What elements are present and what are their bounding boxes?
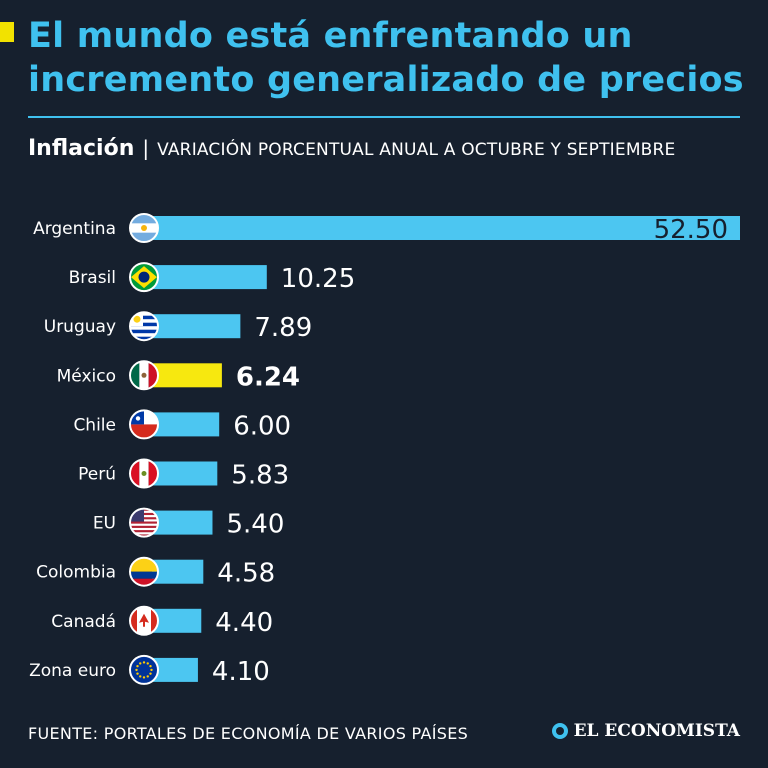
bar-highlight — [152, 363, 222, 388]
chart-title: El mundo está enfrentando un incremento … — [28, 16, 744, 100]
subtitle-separator: | — [142, 136, 150, 160]
category-label: Colombia — [36, 563, 116, 583]
bar — [152, 608, 202, 633]
bar — [152, 657, 198, 682]
mexico-flag-icon — [129, 360, 159, 391]
argentina-flag-icon — [129, 213, 159, 243]
bar — [152, 314, 241, 339]
category-label: Zona euro — [29, 661, 116, 681]
brand-mark-icon — [551, 723, 568, 739]
category-label: Argentina — [33, 219, 116, 239]
value-label: 7.89 — [254, 313, 312, 343]
peru-flag-icon — [129, 458, 159, 489]
accent-bar — [0, 22, 14, 42]
category-label: Brasil — [69, 268, 116, 288]
value-label: 4.10 — [212, 657, 270, 687]
bar — [152, 559, 204, 584]
category-label: Uruguay — [44, 317, 116, 337]
value-label: 10.25 — [281, 264, 355, 294]
bar — [152, 510, 213, 535]
value-label: 5.40 — [226, 510, 284, 540]
category-label: Perú — [78, 465, 116, 485]
chart-subtitle: Inflación | VARIACIÓN PORCENTUAL ANUAL A O… — [28, 136, 676, 161]
uruguay-flag-icon — [129, 311, 159, 342]
bar — [152, 412, 220, 437]
brand-name: EL ECONOMISTA — [573, 721, 740, 741]
title-rule — [28, 116, 740, 118]
brazil-flag-icon — [129, 262, 159, 293]
chile-flag-icon — [129, 409, 159, 440]
bar — [152, 461, 218, 486]
brand-logo: EL ECONOMISTA — [551, 721, 740, 741]
value-label: 6.24 — [236, 362, 300, 392]
value-label: 6.00 — [233, 411, 291, 441]
subtitle-main: Inflación — [28, 136, 135, 161]
category-label: México — [57, 366, 116, 386]
eu-flag-icon — [129, 654, 159, 685]
value-label: 4.58 — [217, 559, 275, 589]
value-label: 5.83 — [231, 461, 289, 491]
value-label: 4.40 — [215, 608, 273, 638]
value-label: 52.50 — [654, 215, 728, 245]
bar — [152, 265, 267, 290]
usa-flag-icon — [129, 507, 159, 538]
colombia-flag-icon — [129, 556, 159, 587]
category-label: Canadá — [51, 612, 116, 632]
inflation-bar-chart: Argentina 52.50 Brasil 10.25 Uruguay 7.89 Méxi… — [29, 213, 740, 687]
subtitle-description: VARIACIÓN PORCENTUAL ANUAL A OCTUBRE Y S… — [157, 140, 676, 160]
category-label: Chile — [73, 415, 116, 435]
source-note: FUENTE: PORTALES DE ECONOMÍA DE VARIOS P… — [28, 724, 469, 743]
bar — [152, 216, 740, 240]
canada-flag-icon — [129, 605, 159, 636]
category-label: EU — [93, 514, 116, 534]
